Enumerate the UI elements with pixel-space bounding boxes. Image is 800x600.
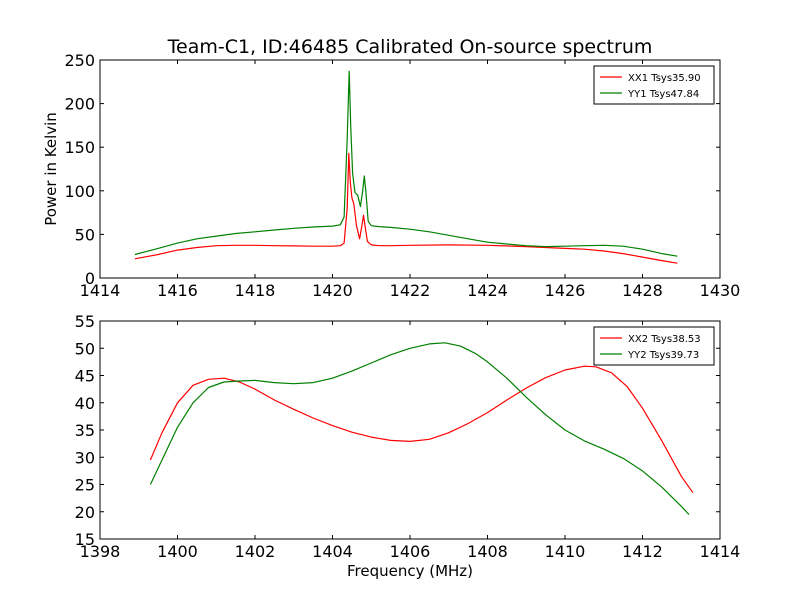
y-axis-title: Power in Kelvin bbox=[42, 112, 60, 226]
legend-label: XX1 Tsys35.90 bbox=[628, 73, 701, 84]
legend-label: YY1 Tsys47.84 bbox=[627, 89, 699, 100]
x-tick-label: 1412 bbox=[622, 542, 663, 561]
chart-title: Team-C1, ID:46485 Calibrated On-source s… bbox=[167, 36, 653, 58]
legend: XX2 Tsys38.53 YY2 Tsys39.73 bbox=[593, 326, 715, 366]
x-tick-label: 1414 bbox=[700, 542, 741, 561]
series-line-2-1 bbox=[149, 365, 694, 494]
x-tick-label: 1410 bbox=[545, 542, 586, 561]
y-tick-label: 55 bbox=[75, 312, 95, 331]
series-line-1-2 bbox=[134, 70, 678, 257]
y-tick-label: 50 bbox=[75, 339, 95, 358]
y-tick-label: 200 bbox=[64, 95, 95, 114]
y-tick-label: 150 bbox=[64, 138, 95, 157]
x-tick-label: 1416 bbox=[157, 281, 198, 300]
subplot-1: 1414 1416 1418 1420 1422 1424 1426 1428 1430 0 50 1… bbox=[64, 51, 740, 300]
x-axis-title: Frequency (MHz) bbox=[347, 562, 473, 580]
y-tick-label: 100 bbox=[64, 182, 95, 201]
y-tick-label: 40 bbox=[75, 394, 95, 413]
x-tick-label: 1424 bbox=[467, 281, 508, 300]
legend-label: YY2 Tsys39.73 bbox=[627, 350, 699, 361]
legend-label: XX2 Tsys38.53 bbox=[628, 334, 701, 345]
subplot-2: 1398 1400 1402 1404 1406 1408 1410 1412 1414 15 20… bbox=[75, 312, 741, 561]
y-tick-label: 15 bbox=[75, 530, 95, 549]
y-tick-label: 30 bbox=[75, 448, 95, 467]
x-tick-label: 1404 bbox=[312, 542, 353, 561]
x-tick-label: 1430 bbox=[700, 281, 741, 300]
y-tick-label: 50 bbox=[75, 225, 95, 244]
x-tick-label: 1406 bbox=[390, 542, 431, 561]
x-tick-label: 1408 bbox=[467, 542, 508, 561]
y-tick-label: 45 bbox=[75, 367, 95, 386]
x-tick-label: 1402 bbox=[235, 542, 276, 561]
series-line-1-1 bbox=[134, 152, 678, 264]
plots-group: 1414 1416 1418 1420 1422 1424 1426 1428 14300501… bbox=[64, 51, 740, 561]
y-tick-label: 0 bbox=[85, 269, 95, 288]
x-tick-label: 1400 bbox=[157, 542, 198, 561]
y-tick-label: 25 bbox=[75, 476, 95, 495]
y-tick-label: 35 bbox=[75, 421, 95, 440]
legend-box bbox=[593, 65, 715, 105]
legend-box bbox=[593, 326, 715, 366]
x-tick-label: 1428 bbox=[622, 281, 663, 300]
x-tick-label: 1426 bbox=[545, 281, 586, 300]
y-tick-label: 20 bbox=[75, 503, 95, 522]
y-tick-label: 250 bbox=[64, 51, 95, 70]
x-tick-label: 1422 bbox=[390, 281, 431, 300]
x-tick-label: 1420 bbox=[312, 281, 353, 300]
series-line-2-2 bbox=[149, 342, 690, 515]
x-tick-label: 1414 bbox=[80, 281, 121, 300]
x-tick-label: 1398 bbox=[80, 542, 121, 561]
x-tick-label: 1418 bbox=[235, 281, 276, 300]
legend: XX1 Tsys35.90 YY1 Tsys47.84 bbox=[593, 65, 715, 105]
